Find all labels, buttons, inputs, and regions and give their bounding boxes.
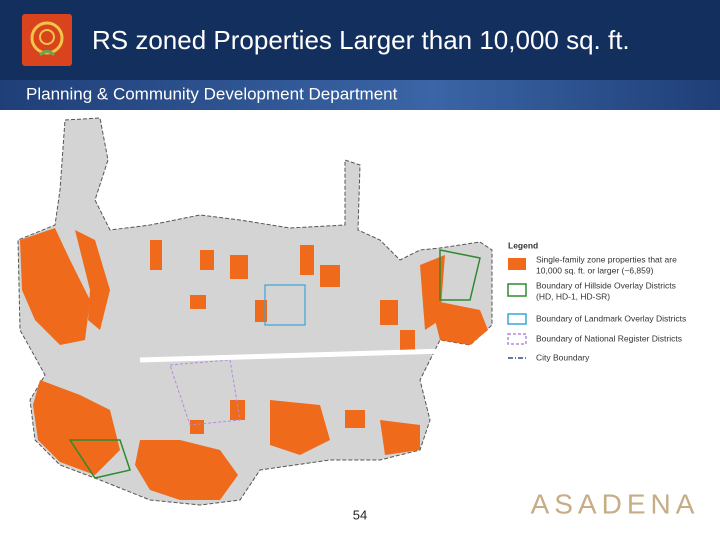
legend-label: Boundary of Hillside Overlay Districts [536,280,676,290]
legend-swatch [508,258,526,270]
legend-label: Single-family zone properties that are [536,254,677,264]
map [17,117,493,506]
legend-label: City Boundary [536,352,590,362]
legend: Legend Single-family zone properties tha… [507,240,686,362]
title: RS zoned Properties Larger than 10,000 s… [92,25,630,55]
legend-label: (HD, HD-1, HD-SR) [536,291,610,301]
subtitle: Planning & Community Development Departm… [26,84,398,103]
legend-label: 10,000 sq. ft. or larger (~6,859) [536,265,654,275]
legend-label: Boundary of Landmark Overlay Districts [536,313,686,323]
logo-text: ASADENA [531,488,700,519]
header-bar [0,0,720,80]
legend-swatch [507,313,527,325]
legend-title: Legend [508,240,538,250]
subtitle-bar [0,80,720,110]
page-number: 54 [353,507,367,522]
legend-swatch [507,333,527,345]
legend-swatch [507,283,527,297]
legend-label: Boundary of National Register Districts [536,333,682,343]
logo [22,14,72,66]
